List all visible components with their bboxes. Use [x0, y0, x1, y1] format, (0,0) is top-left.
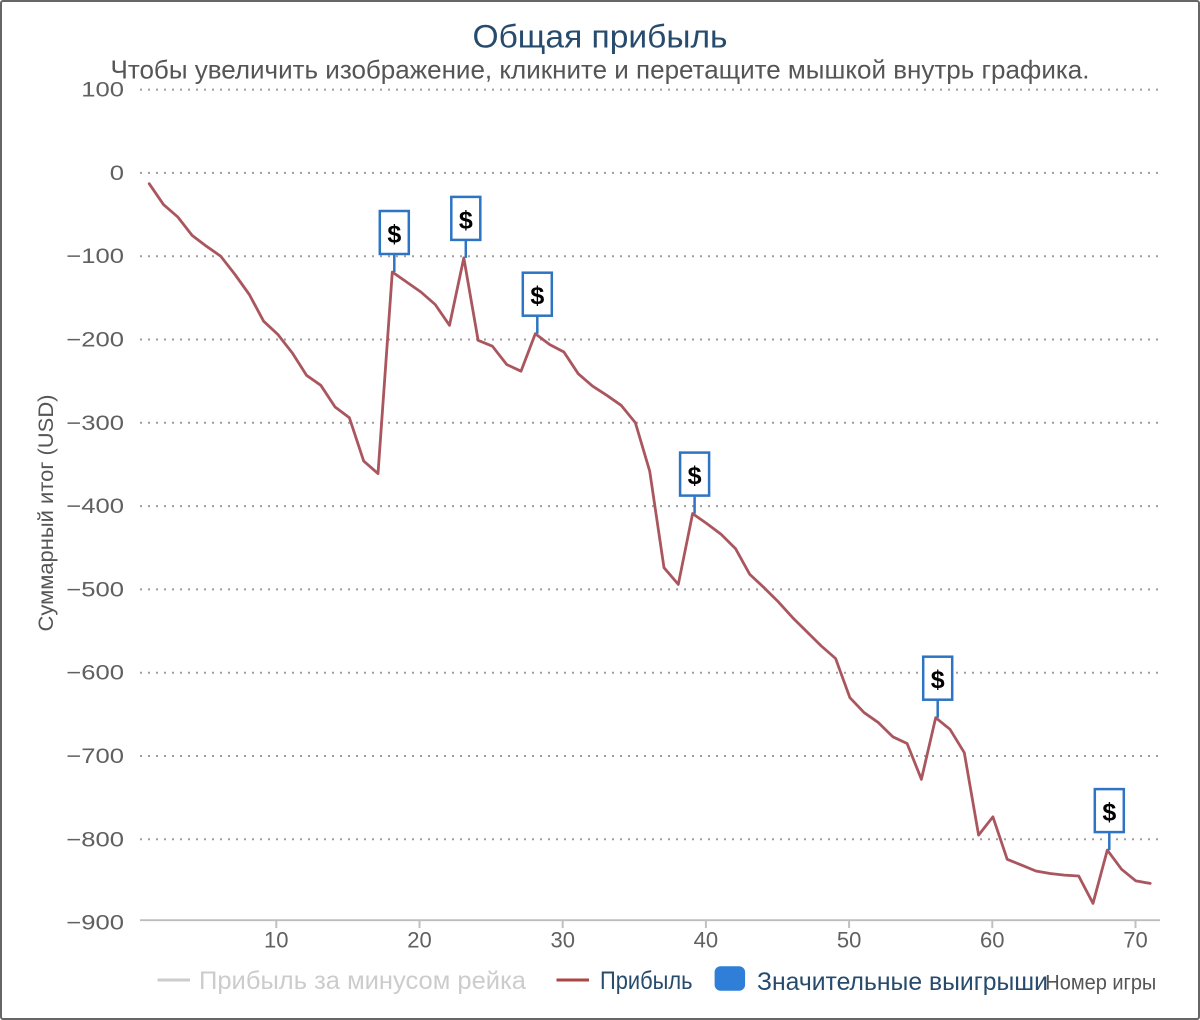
svg-text:−400: −400: [66, 494, 124, 517]
svg-text:20: 20: [407, 928, 431, 953]
svg-text:−700: −700: [66, 744, 124, 767]
svg-text:$: $: [1102, 799, 1116, 827]
svg-text:Прибыль за минусом рейка: Прибыль за минусом рейка: [199, 967, 526, 995]
svg-text:Значительные выигрыши: Значительные выигрыши: [757, 968, 1048, 996]
svg-text:−800: −800: [66, 827, 124, 850]
svg-text:Общая прибыль: Общая прибыль: [473, 19, 728, 55]
svg-text:−900: −900: [66, 911, 124, 934]
svg-text:$: $: [931, 666, 945, 694]
svg-text:Номер игры: Номер игры: [1045, 971, 1156, 995]
svg-text:60: 60: [980, 928, 1004, 953]
svg-text:−300: −300: [66, 411, 124, 434]
svg-text:−500: −500: [66, 578, 124, 601]
svg-text:$: $: [688, 462, 702, 490]
svg-text:$: $: [387, 221, 401, 249]
svg-text:$: $: [530, 282, 544, 310]
svg-text:70: 70: [1123, 928, 1147, 953]
svg-text:30: 30: [550, 928, 574, 953]
svg-text:40: 40: [694, 928, 718, 953]
svg-text:100: 100: [81, 78, 124, 101]
svg-text:0: 0: [110, 161, 124, 184]
svg-text:−100: −100: [66, 244, 124, 267]
svg-text:50: 50: [837, 928, 861, 953]
svg-text:Чтобы увеличить изображение, к: Чтобы увеличить изображение, кликните и …: [111, 55, 1090, 85]
svg-text:Суммарный итог (USD): Суммарный итог (USD): [35, 395, 58, 632]
svg-text:−600: −600: [66, 661, 124, 684]
svg-text:10: 10: [264, 928, 288, 953]
svg-text:Прибыль: Прибыль: [600, 967, 693, 995]
svg-text:$: $: [459, 206, 473, 234]
svg-text:−200: −200: [66, 328, 124, 351]
